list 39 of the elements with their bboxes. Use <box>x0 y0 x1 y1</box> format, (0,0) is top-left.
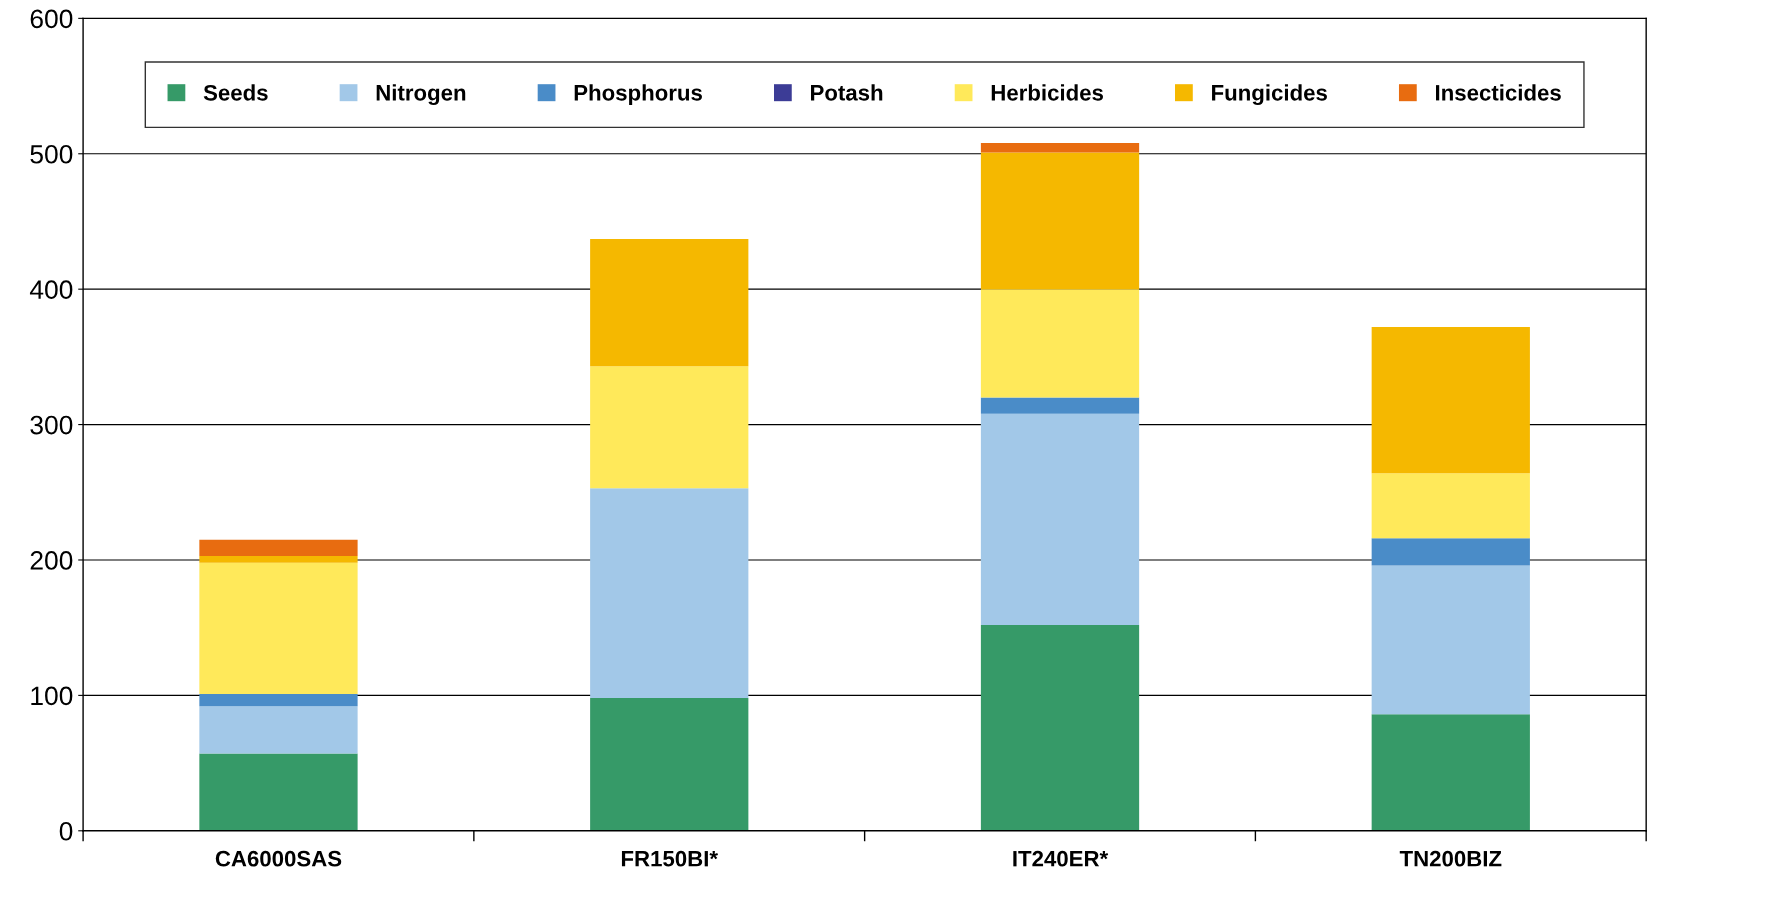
bar <box>1371 714 1530 831</box>
legend-label: Potash <box>811 84 883 101</box>
y-tick-label: 600 <box>30 9 73 29</box>
bar <box>590 698 749 831</box>
y-tick-label: 300 <box>30 415 73 435</box>
bar <box>980 142 1140 153</box>
bar <box>199 694 358 707</box>
y-tick-label: 500 <box>30 144 73 164</box>
bar <box>980 624 1140 831</box>
bar <box>199 706 358 754</box>
bar <box>199 555 358 563</box>
y-tick-label: 0 <box>59 821 73 841</box>
bar <box>590 239 749 367</box>
legend-label: Fungicides <box>1212 84 1327 106</box>
legend-label: Seeds <box>203 84 268 101</box>
bar <box>1371 327 1530 474</box>
y-tick-label: 100 <box>31 686 73 706</box>
x-tick-label: TN200BIZ <box>1399 850 1502 867</box>
bar <box>199 753 358 831</box>
bar <box>199 562 358 695</box>
bar <box>980 152 1140 290</box>
x-tick-label: IT240ER* <box>1013 850 1109 867</box>
bar <box>590 366 749 489</box>
x-tick-label: FR150BI* <box>621 850 719 867</box>
y-tick-label: 200 <box>30 551 73 570</box>
legend-label: Nitrogen <box>376 84 466 106</box>
y-tick-label: 400 <box>29 280 73 299</box>
legend-label: Insecticides <box>1436 84 1561 101</box>
bar <box>590 488 749 699</box>
bar <box>980 413 1140 625</box>
x-tick-label: CA6000SAS <box>215 850 342 867</box>
bar <box>980 397 1140 414</box>
bar <box>980 289 1140 398</box>
bar <box>1371 473 1530 539</box>
bar <box>1371 538 1530 566</box>
legend-label: Herbicides <box>991 84 1103 101</box>
bar <box>199 539 358 556</box>
bar <box>1371 565 1530 715</box>
legend-label: Phosphorus <box>574 84 702 106</box>
